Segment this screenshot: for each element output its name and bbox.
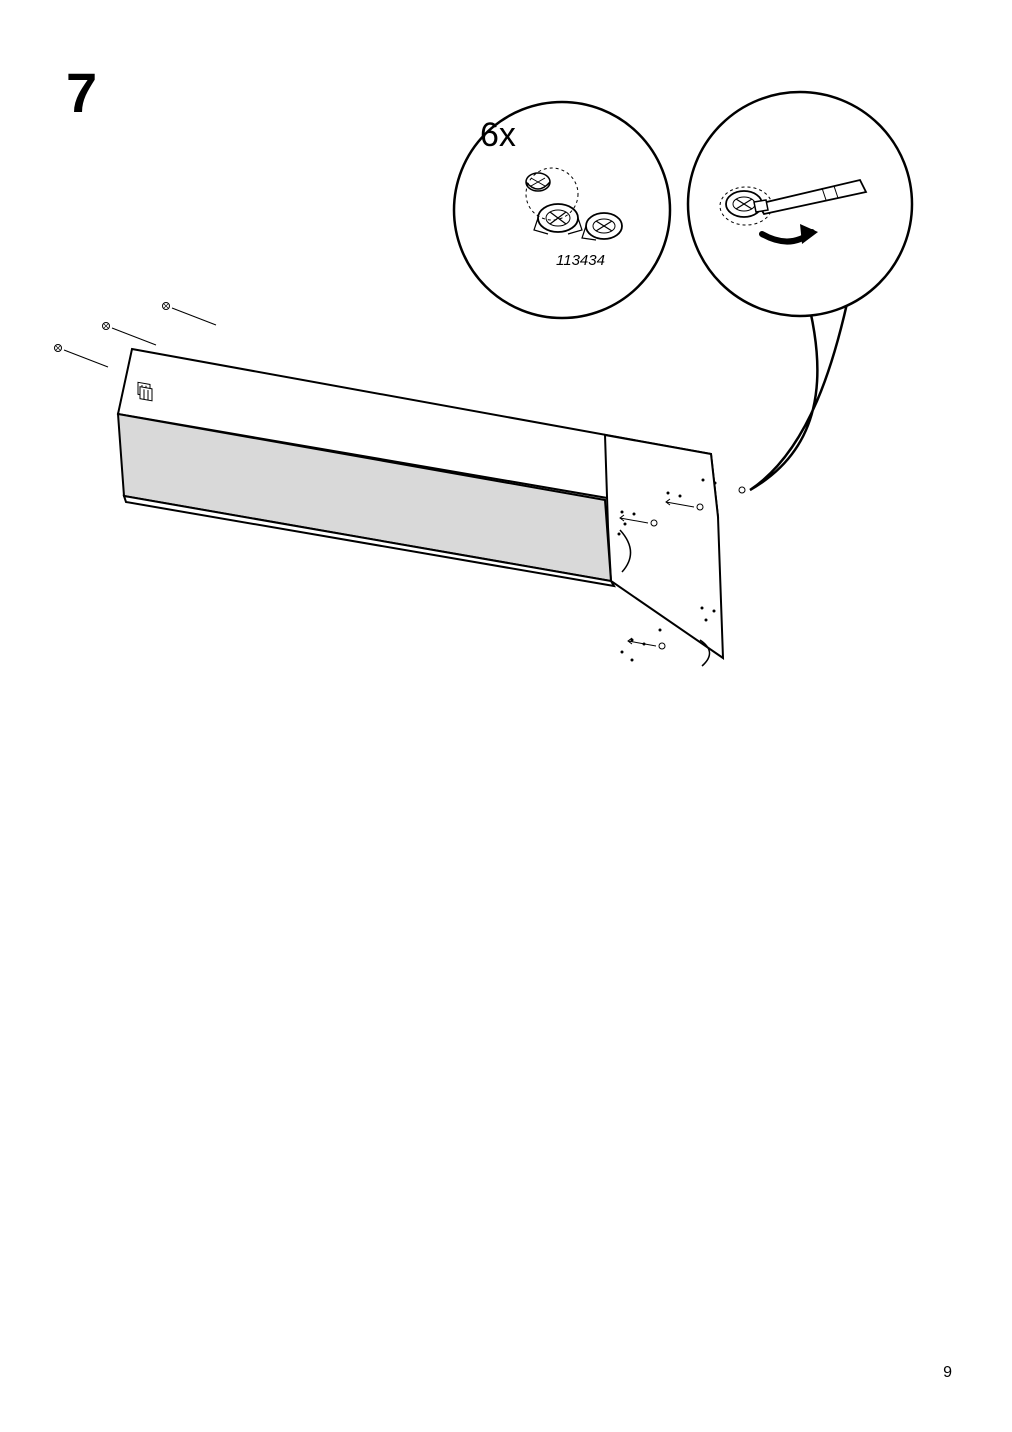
assembly-page: 7	[0, 0, 1012, 1432]
callout-tail	[750, 290, 850, 490]
assembly-diagram	[0, 0, 1012, 1432]
part-number: 113434	[556, 252, 605, 269]
hardware-count: 6x	[480, 116, 516, 155]
page-number: 9	[943, 1364, 952, 1382]
bracket-bottom-left	[140, 387, 152, 401]
cabinet-end-face	[605, 435, 723, 658]
